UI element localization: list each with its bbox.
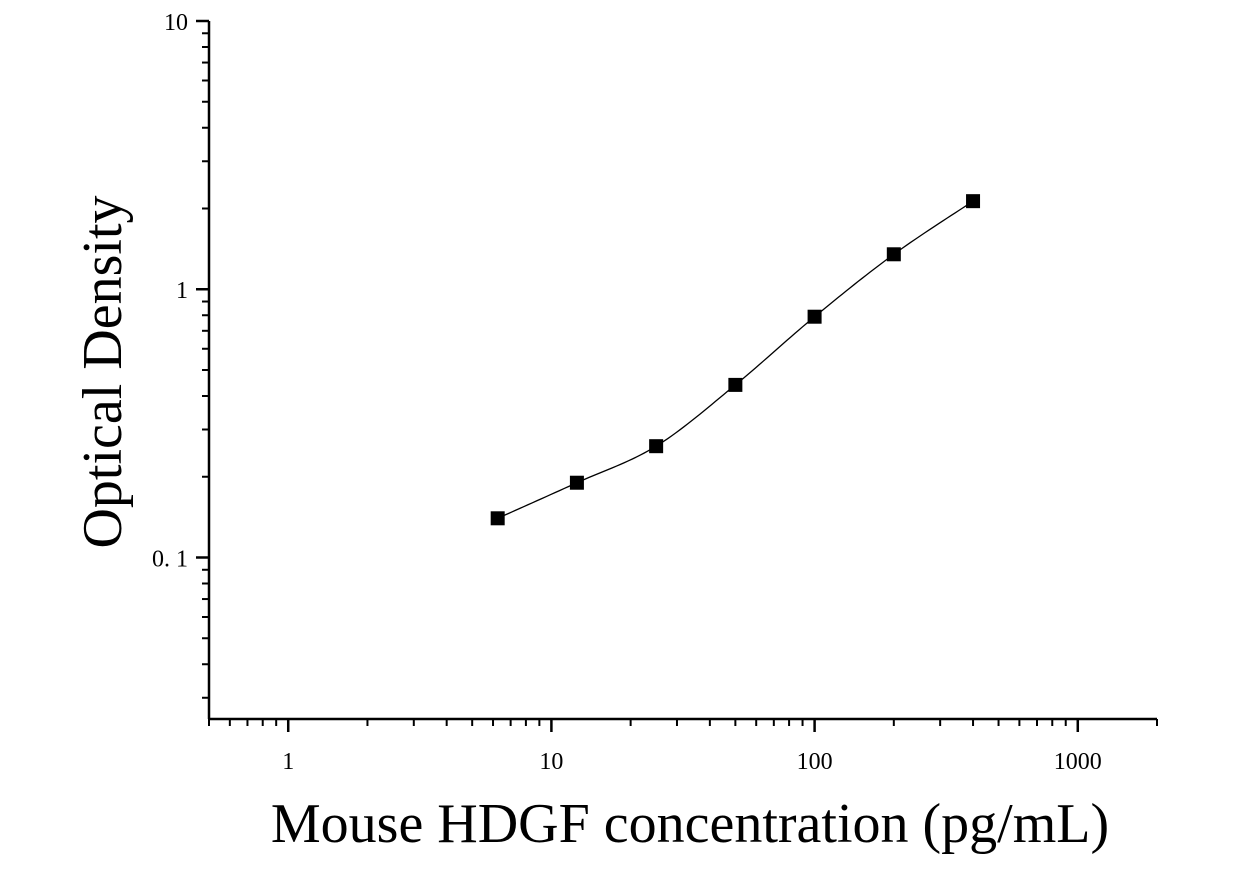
fit-curve-layer	[497, 200, 974, 519]
y-axis-title: Optical Density	[72, 195, 134, 548]
data-point	[966, 194, 981, 209]
y-tick-label: 1	[176, 278, 188, 304]
fit-curve	[497, 200, 974, 519]
data-point	[886, 247, 901, 262]
data-point	[490, 511, 505, 526]
axes: 1 10 100 1000 0. 1 1 10	[152, 10, 1158, 775]
x-axis-title: Mouse HDGF concentration (pg/mL)	[271, 793, 1109, 855]
x-tick-label: 100	[797, 749, 833, 775]
data-points	[490, 194, 981, 526]
y-tick-label: 0. 1	[152, 546, 188, 572]
x-tick-label: 10	[539, 749, 563, 775]
data-point	[649, 439, 664, 454]
data-point	[728, 377, 743, 392]
x-tick-label: 1	[282, 749, 294, 775]
x-tick-label: 1000	[1054, 749, 1102, 775]
data-point	[569, 475, 584, 490]
data-point	[807, 309, 822, 324]
y-tick-label: 10	[164, 10, 188, 36]
